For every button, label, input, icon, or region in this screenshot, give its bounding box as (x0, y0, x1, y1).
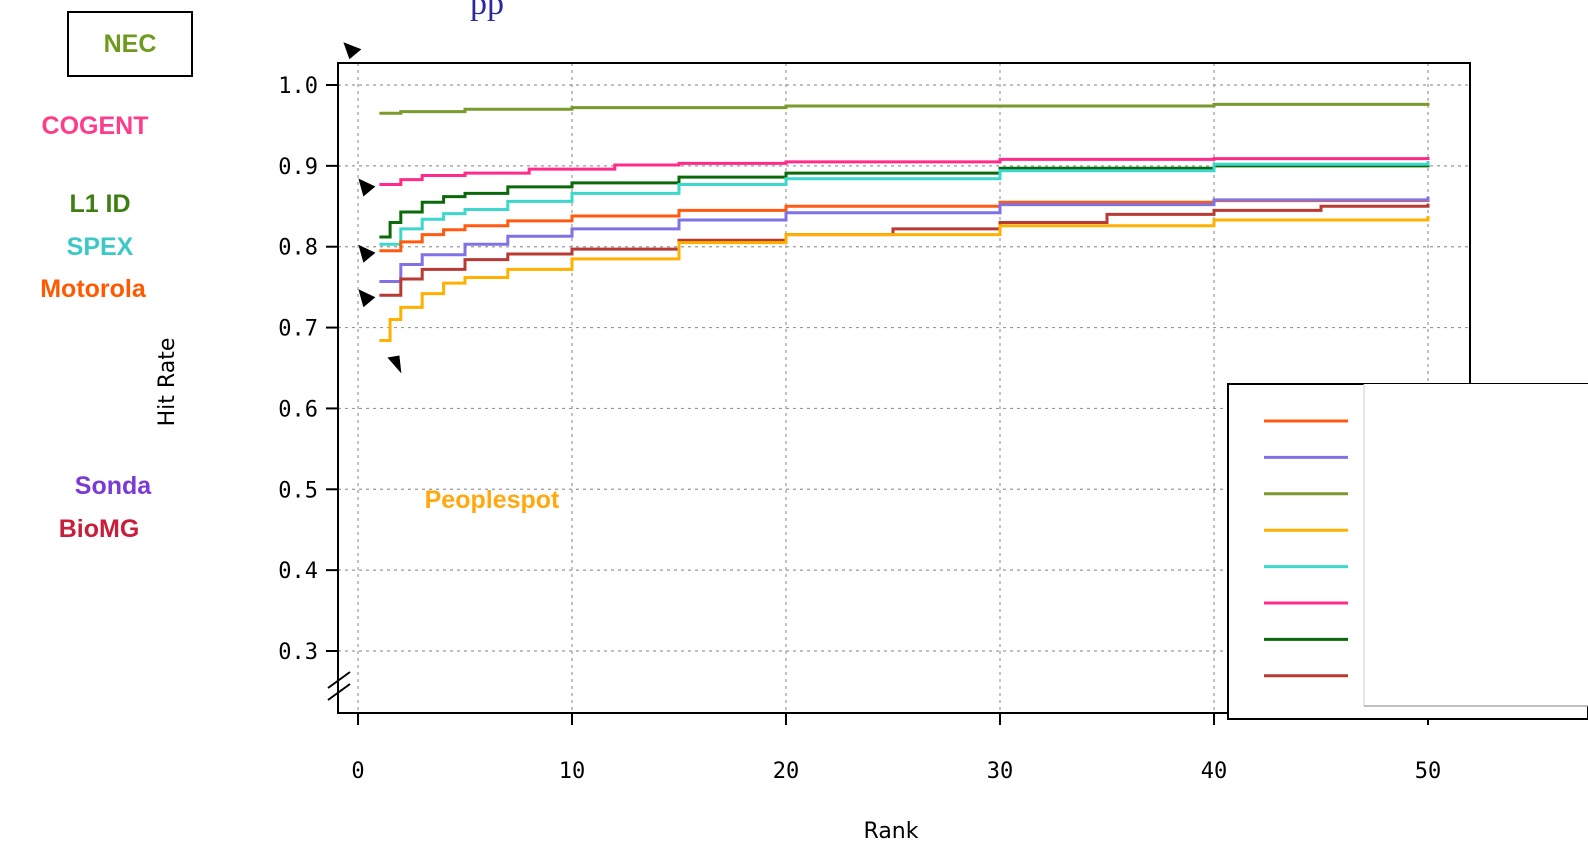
legend-mask (1364, 384, 1588, 706)
vendor-label-spex: SPEX (67, 233, 134, 261)
vendor-label-l1-id: L1 ID (69, 190, 130, 218)
axis-break-mark (327, 671, 351, 689)
nec-label-box (67, 11, 193, 77)
series-line-cogent (379, 156, 1430, 186)
y-tick-label: 0.7 (278, 317, 318, 342)
vendor-label-cogent: COGENT (42, 112, 149, 140)
arrow-icon (358, 289, 376, 308)
y-tick-label: 1.0 (278, 74, 318, 99)
x-tick-label: 30 (987, 759, 1014, 784)
x-tick-label: 50 (1415, 759, 1442, 784)
header-title-fragment: pp (470, 0, 504, 22)
y-tick-label: 0.9 (278, 155, 318, 180)
vendor-labels: NEC COGENT L1 ID SPEX Motorola Sonda BioMG Peop… (40, 30, 560, 543)
axes: 0.3 0.4 0.5 0.6 0.7 0.8 0.9 1.0 0 10 20 30 40 50 (278, 62, 1471, 784)
vendor-label-sonda: Sonda (75, 472, 152, 500)
y-tick-label: 0.6 (278, 397, 318, 422)
x-tick-label: 40 (1201, 759, 1228, 784)
vendor-label-biomg: BioMG (59, 515, 140, 543)
y-tick-label: 0.4 (278, 559, 318, 584)
series-line-l1-id (379, 164, 1430, 239)
series-line-biomg (379, 203, 1430, 297)
series-lines (379, 102, 1430, 343)
start-point-arrows (343, 42, 402, 374)
series-line-spex (379, 161, 1430, 246)
x-tick-label: 10 (559, 759, 586, 784)
x-axis-title: Rank (864, 819, 919, 844)
y-tick-label: 0.8 (278, 236, 318, 261)
y-axis-title: Hit Rate (155, 338, 180, 427)
y-tick-label: 0.3 (278, 640, 318, 665)
vendor-label-nec: NEC (104, 30, 157, 58)
axis-break-mark (327, 683, 351, 701)
x-tick-label: 0 (351, 759, 364, 784)
series-line-motorola (379, 199, 1430, 253)
x-tick-label: 20 (773, 759, 800, 784)
series-line-sonda (379, 196, 1430, 283)
arrow-icon (358, 244, 376, 263)
legend (1227, 383, 1588, 720)
arrow-icon (343, 42, 362, 60)
y-tick-label: 0.5 (278, 478, 318, 503)
vendor-label-peoplespot: Peoplespot (425, 486, 560, 514)
arrow-icon (387, 355, 402, 374)
vendor-label-motorola: Motorola (40, 275, 147, 303)
series-line-nec (379, 102, 1430, 115)
series-line-peoplespot (379, 215, 1430, 343)
arrow-icon (358, 178, 376, 197)
